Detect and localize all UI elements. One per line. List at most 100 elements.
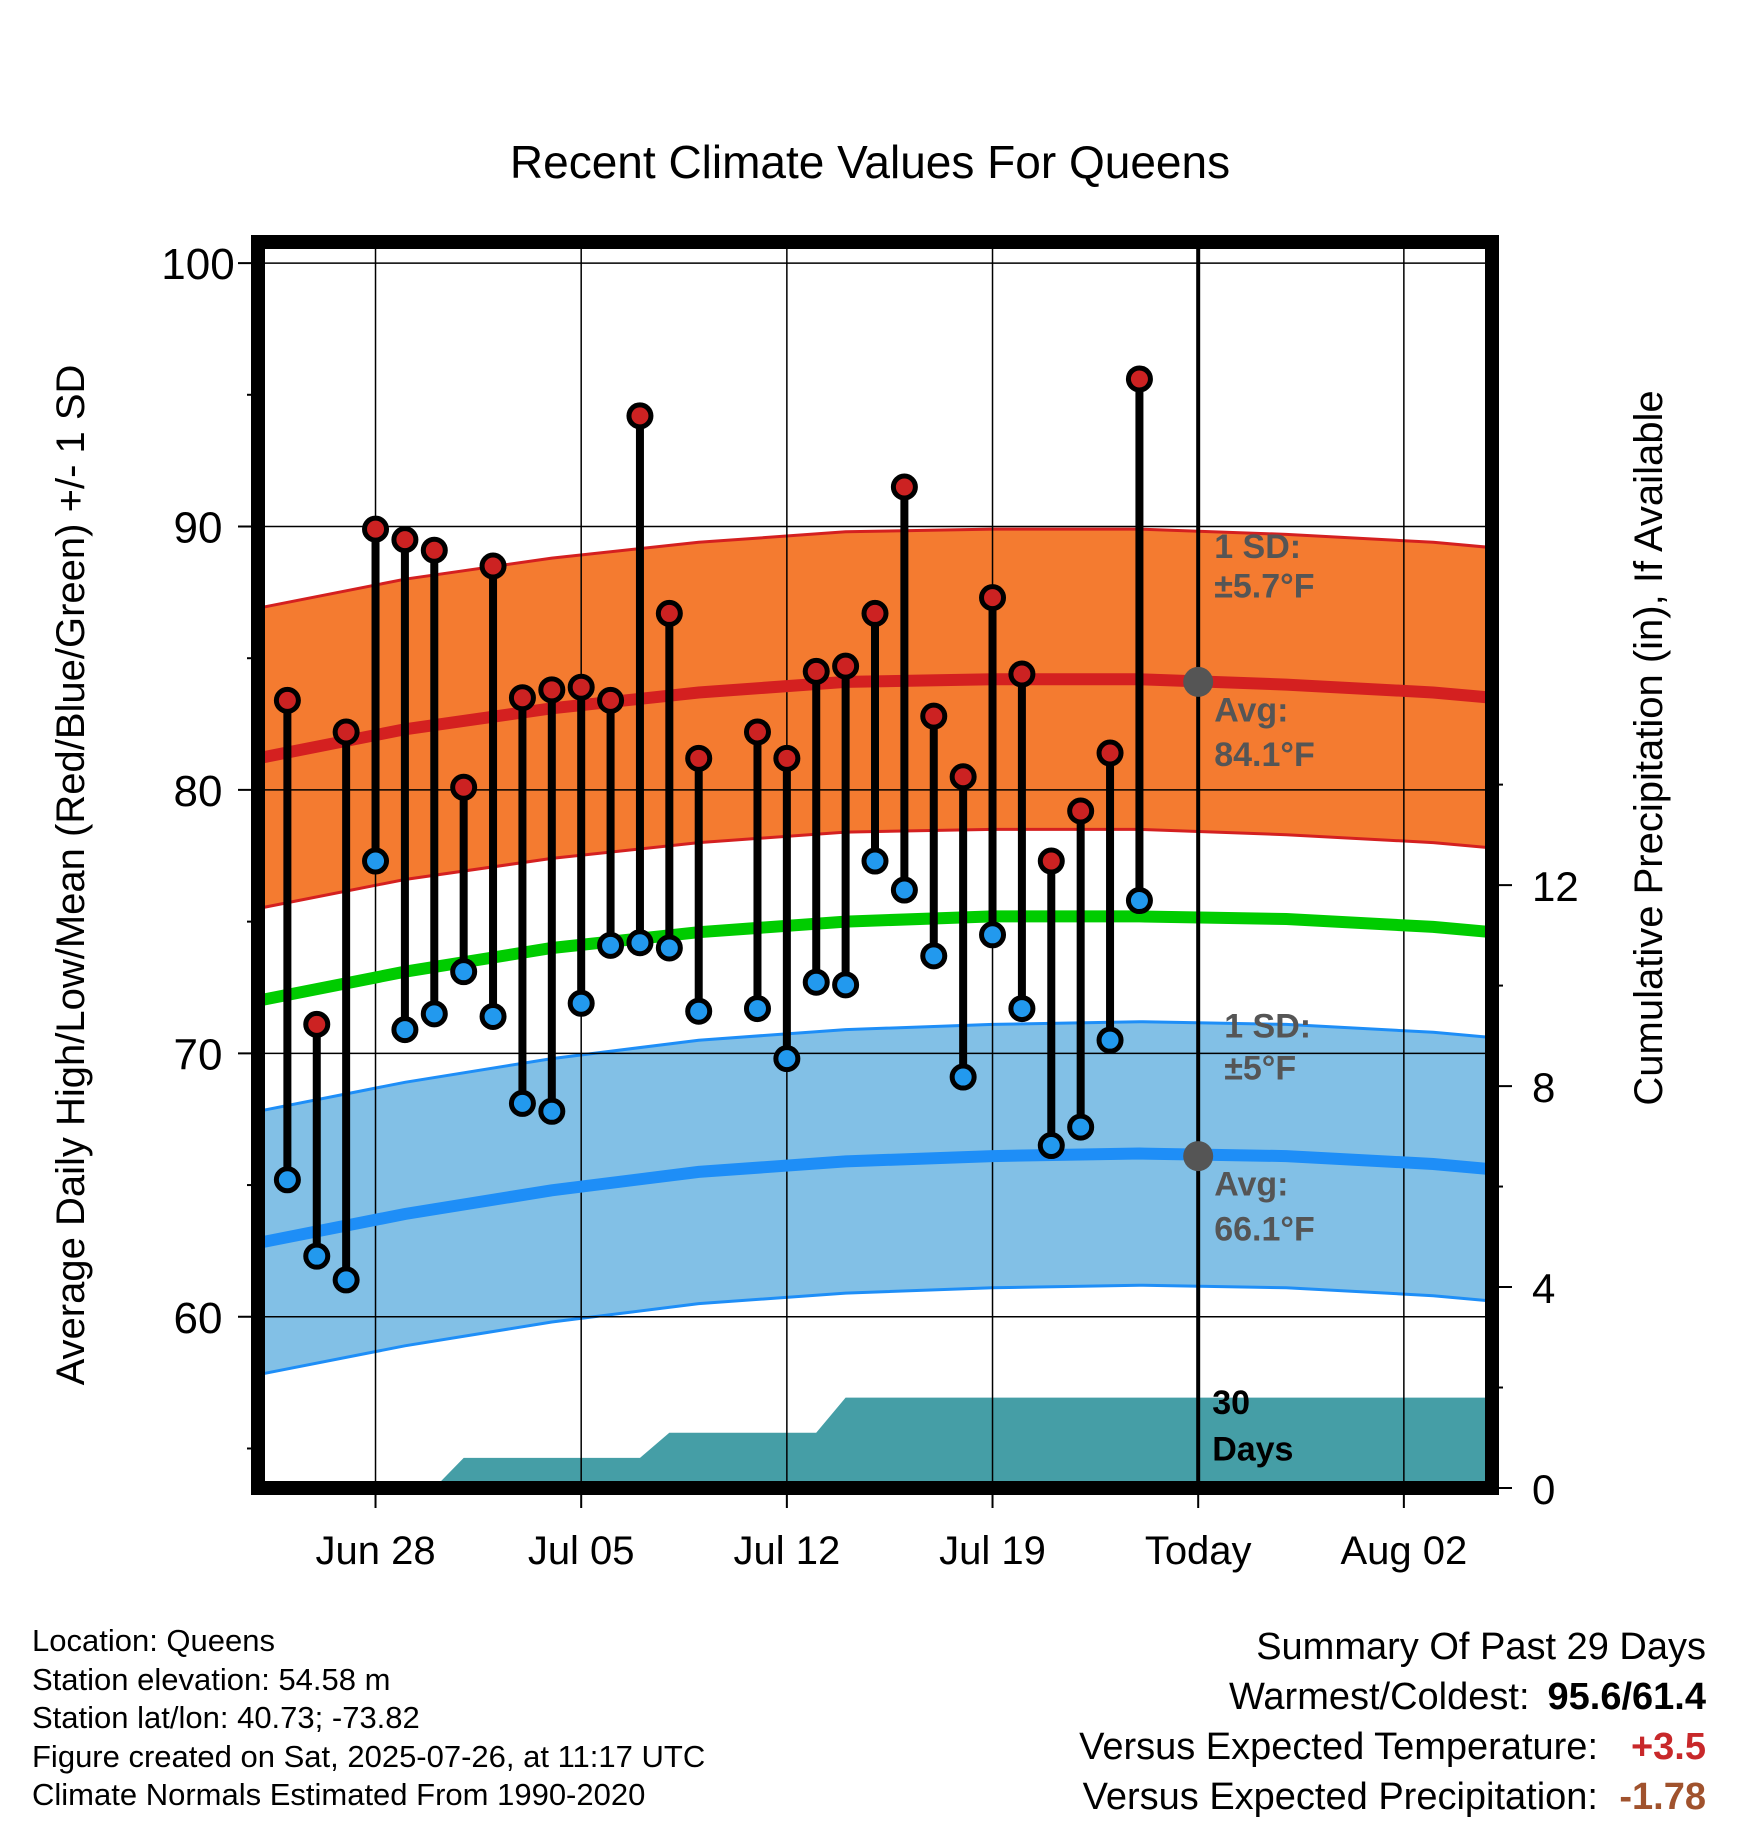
latlon-text: Station lat/lon: 40.73; -73.82 [32, 1700, 420, 1735]
daily-high-point [597, 686, 625, 714]
precip-label: Versus Expected Precipitation: [1082, 1776, 1598, 1818]
summary-title: Summary Of Past 29 Days [1256, 1626, 1706, 1668]
precip-area [439, 1397, 1486, 1483]
daily-low-point [773, 1045, 801, 1073]
daily-high-point [685, 744, 713, 772]
climate-chart: Recent Climate Values For Queens 1 SD:±5… [49, 136, 1671, 1600]
daily-low-point [743, 995, 771, 1023]
daily-high-point [479, 552, 507, 580]
daily-high-point [538, 676, 566, 704]
low-avg-value: 66.1°F [1214, 1210, 1315, 1248]
low-band-lower-edge [264, 1283, 1486, 1376]
high-normal-line [264, 673, 1486, 764]
daily-low-point [508, 1089, 536, 1117]
daily-high-point [1067, 797, 1095, 825]
daily-high-point [1008, 660, 1036, 688]
daily-low-point [273, 1166, 301, 1194]
daily-low-point [420, 1000, 448, 1028]
daily-high-point [890, 473, 918, 501]
daily-high-point [273, 686, 301, 714]
y-tick-label: 90 [174, 503, 223, 552]
y-tick-label: 80 [174, 767, 223, 816]
plot-frame [251, 235, 1499, 1495]
high-band-upper-edge [264, 527, 1486, 609]
daily-low-point [362, 847, 390, 875]
daily-high-point [626, 402, 654, 430]
high-avg-label: Avg: [1214, 691, 1288, 729]
chart-title: Recent Climate Values For Queens [510, 136, 1230, 188]
summary-warm-cold: Warmest/Coldest: 95.6/61.4 [1079, 1672, 1706, 1722]
low-band-upper-edge [264, 1020, 1486, 1112]
daily-low-point [861, 847, 889, 875]
daily-low-point [890, 876, 918, 904]
daily-high-point [920, 702, 948, 730]
daily-low-point [1037, 1132, 1065, 1160]
high-sd-value: ±5.7°F [1214, 568, 1314, 606]
low-normal-line [264, 1147, 1486, 1248]
y-tick-label: 70 [174, 1030, 223, 1079]
precip-days-label: 30 [1212, 1384, 1250, 1422]
x-tick-label: Jul 19 [939, 1529, 1046, 1573]
y-tick-label: 100 [161, 240, 234, 289]
x-axis-title: Day [834, 1596, 905, 1600]
daily-low-point [391, 1016, 419, 1044]
y-tick-label: 60 [174, 1294, 223, 1343]
mean-normal-line [264, 910, 1486, 1006]
x-tick-label: Jun 28 [315, 1529, 435, 1573]
x-tick-label: Aug 02 [1340, 1529, 1467, 1573]
daily-high-point [949, 763, 977, 791]
daily-high-point [362, 515, 390, 543]
today-high-avg-marker [1183, 666, 1214, 697]
daily-high-point [450, 773, 478, 801]
location-text: Location: Queens [32, 1623, 276, 1658]
temp-label: Versus Expected Temperature: [1079, 1726, 1598, 1768]
precip-value: -1.78 [1619, 1776, 1706, 1818]
summary-panel: Summary Of Past 29 Days Warmest/Coldest:… [1079, 1622, 1706, 1822]
station-info: Location: Queens Station elevation: 54.5… [32, 1622, 705, 1815]
y2-axis-title: Cumulative Precipitation (in), If Availa… [1627, 390, 1671, 1105]
x-tick-label: Jul 12 [733, 1529, 840, 1573]
x-tick-label: Jul 05 [528, 1529, 635, 1573]
daily-high-point [861, 599, 889, 627]
daily-high-point [1037, 847, 1065, 875]
daily-high-point [1125, 365, 1153, 393]
daily-low-point [626, 929, 654, 957]
x-tick-label: Today [1145, 1529, 1252, 1573]
summary-temp: Versus Expected Temperature: +3.5 [1079, 1722, 1706, 1772]
daily-low-point [1067, 1113, 1095, 1141]
daily-high-point [832, 652, 860, 680]
daily-high-point [420, 536, 448, 564]
high-sd-label: 1 SD: [1214, 528, 1301, 566]
daily-high-point [655, 599, 683, 627]
daily-high-point [391, 526, 419, 554]
daily-high-point [508, 684, 536, 712]
daily-low-point [567, 989, 595, 1017]
warm-cold-label: Warmest/Coldest: [1228, 1676, 1530, 1718]
daily-high-point [773, 744, 801, 772]
daily-low-point [832, 971, 860, 999]
daily-high-point [802, 657, 830, 685]
daily-low-point [1096, 1026, 1124, 1054]
high-avg-value: 84.1°F [1214, 736, 1315, 774]
y2-tick-label: 0 [1532, 1466, 1555, 1513]
y-axis-title: Average Daily High/Low/Mean (Red/Blue/Gr… [49, 365, 93, 1386]
temp-value: +3.5 [1630, 1726, 1706, 1768]
daily-low-point [303, 1242, 331, 1270]
daily-low-point [1125, 887, 1153, 915]
daily-low-point [332, 1266, 360, 1294]
daily-high-point [332, 718, 360, 746]
low-sd-label: 1 SD: [1224, 1008, 1311, 1046]
warm-cold-value: 95.6/61.4 [1547, 1676, 1706, 1718]
y2-tick-label: 12 [1532, 863, 1579, 910]
precip-days-unit: Days [1212, 1430, 1293, 1468]
y2-tick-label: 4 [1532, 1265, 1555, 1312]
daily-low-point [949, 1063, 977, 1091]
daily-high-point [1096, 739, 1124, 767]
daily-low-point [979, 921, 1007, 949]
low-sd-value: ±5°F [1224, 1050, 1296, 1088]
daily-high-point [303, 1010, 331, 1038]
daily-high-point [979, 584, 1007, 612]
y2-tick-label: 8 [1532, 1064, 1555, 1111]
today-low-avg-marker [1183, 1141, 1214, 1172]
high-band-lower-edge [264, 827, 1486, 909]
